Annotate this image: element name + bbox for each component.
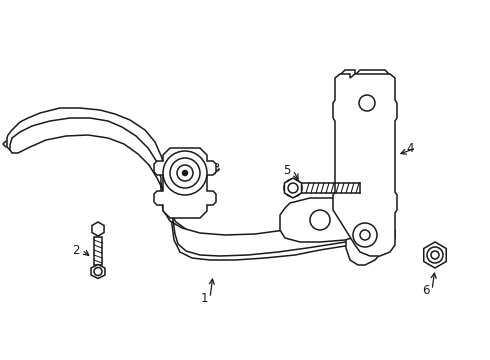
Circle shape xyxy=(353,223,377,247)
Polygon shape xyxy=(154,148,216,218)
Text: 1: 1 xyxy=(200,292,208,305)
Circle shape xyxy=(163,151,207,195)
Polygon shape xyxy=(337,70,393,265)
Circle shape xyxy=(431,251,439,259)
Polygon shape xyxy=(424,242,446,268)
Circle shape xyxy=(427,247,443,263)
Polygon shape xyxy=(10,118,392,256)
Polygon shape xyxy=(7,108,395,260)
Circle shape xyxy=(288,183,298,193)
Polygon shape xyxy=(92,222,104,236)
Circle shape xyxy=(359,95,375,111)
Polygon shape xyxy=(280,198,360,242)
Circle shape xyxy=(310,210,330,230)
Bar xyxy=(94,237,102,265)
Text: 5: 5 xyxy=(283,163,291,176)
Text: 2: 2 xyxy=(72,243,80,256)
Circle shape xyxy=(182,171,188,175)
Text: 3: 3 xyxy=(212,162,220,175)
Polygon shape xyxy=(91,265,105,279)
Polygon shape xyxy=(333,74,397,256)
Polygon shape xyxy=(284,178,301,198)
Text: 4: 4 xyxy=(406,141,414,154)
Circle shape xyxy=(284,179,302,197)
Circle shape xyxy=(94,267,102,275)
Circle shape xyxy=(360,230,370,240)
Circle shape xyxy=(170,158,200,188)
Circle shape xyxy=(177,165,193,181)
Text: 6: 6 xyxy=(422,284,430,297)
